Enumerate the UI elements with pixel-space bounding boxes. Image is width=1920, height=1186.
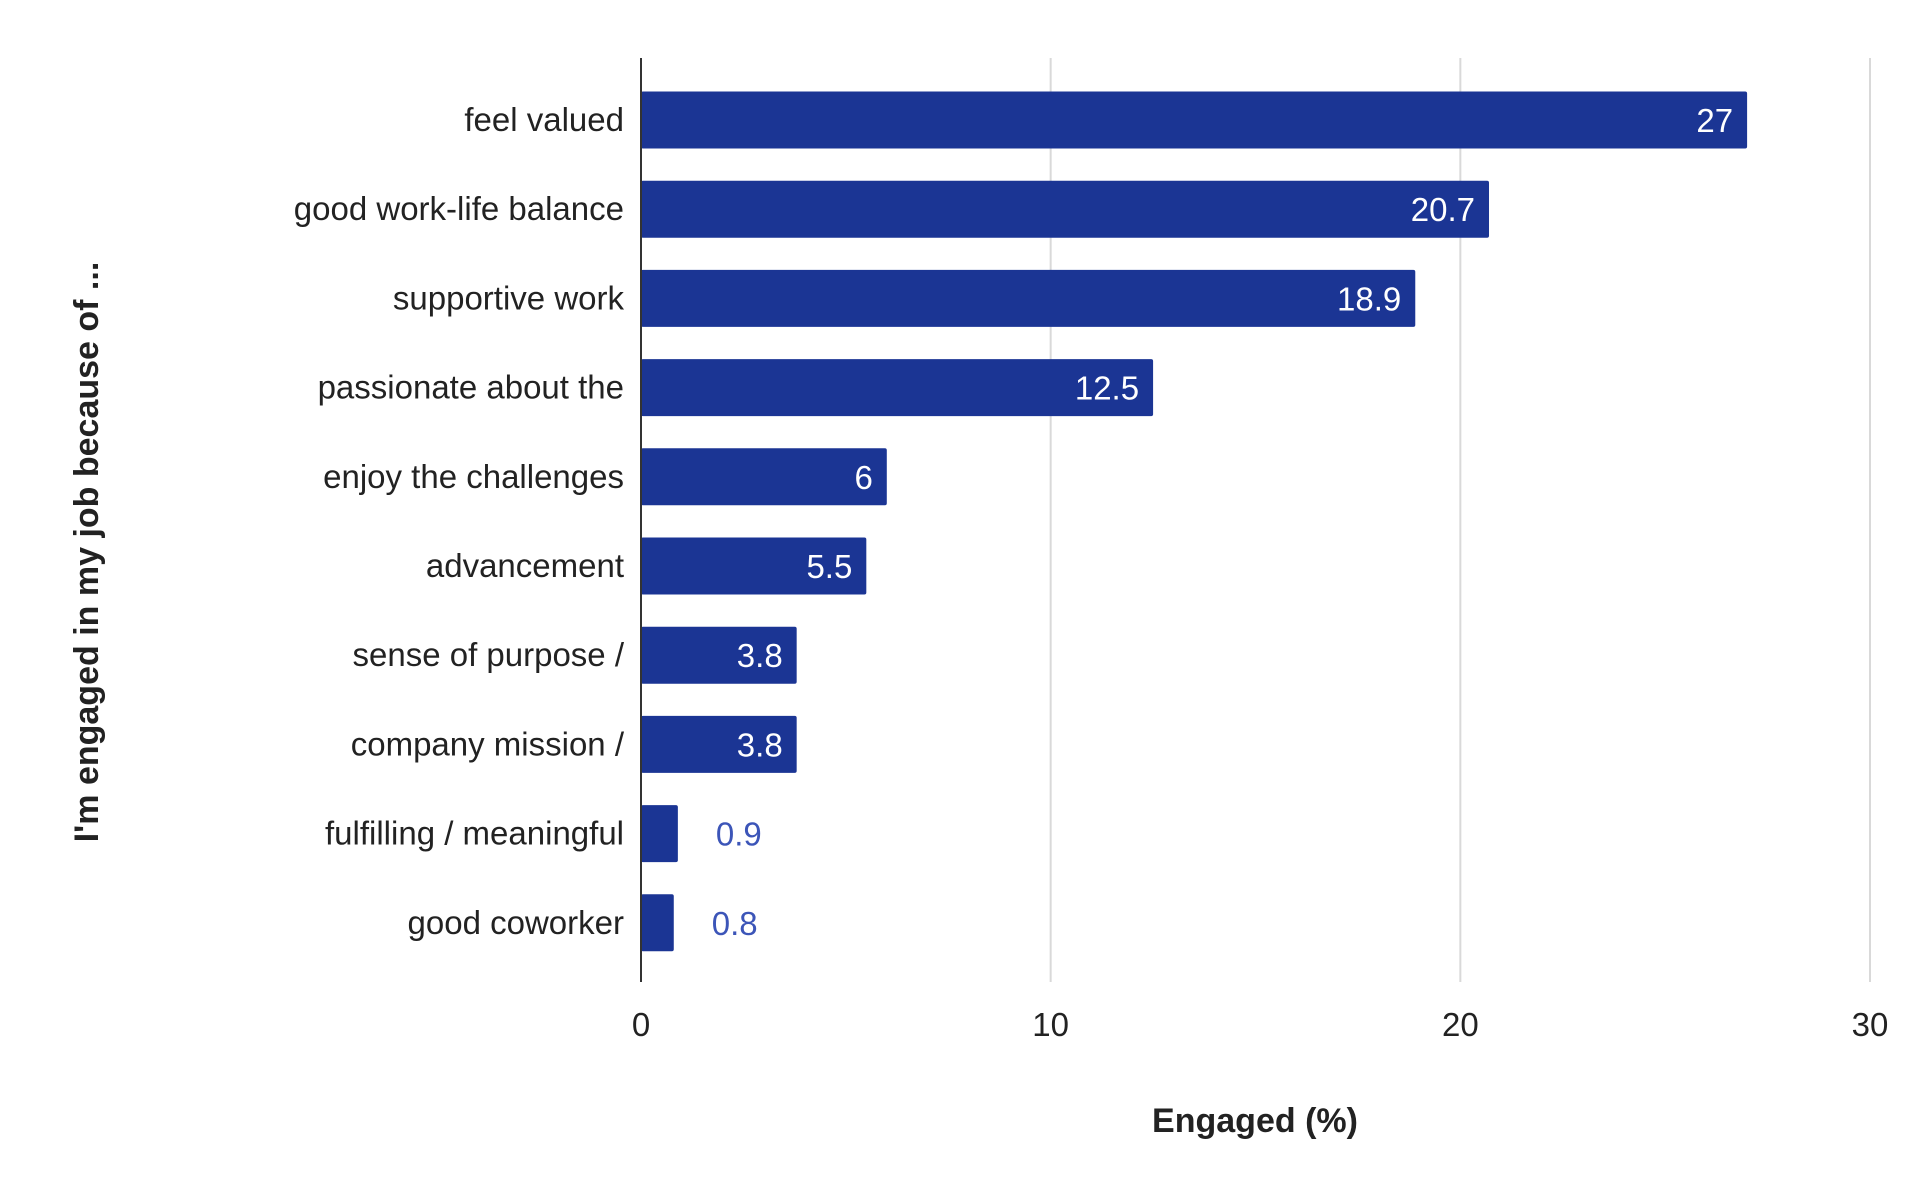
x-tick-label: 10	[1032, 1006, 1069, 1043]
data-label: 3.8	[737, 637, 783, 674]
category-label: sense of purpose /	[352, 636, 624, 673]
data-label: 6	[854, 459, 872, 496]
bar	[641, 359, 1154, 417]
category-label: supportive work	[393, 279, 625, 316]
bar	[641, 448, 887, 506]
bar	[641, 269, 1416, 327]
x-axis-title: Engaged (%)	[1152, 1102, 1358, 1140]
data-label: 5.5	[806, 548, 852, 585]
bar	[641, 180, 1490, 238]
category-label: company mission /	[351, 725, 625, 762]
data-label: 0.9	[716, 816, 762, 853]
bar	[641, 805, 678, 863]
bar	[641, 91, 1748, 149]
y-axis-title: I'm engaged in my job because of ...	[68, 262, 106, 843]
bar	[641, 626, 797, 684]
category-label: advancement	[426, 547, 624, 584]
data-label: 3.8	[737, 726, 783, 763]
category-label: feel valued	[464, 101, 624, 138]
data-label: 20.7	[1411, 191, 1475, 228]
bar	[641, 715, 797, 773]
bar	[641, 894, 674, 952]
category-label: fulfilling / meaningful	[325, 815, 624, 852]
x-tick-label: 30	[1852, 1006, 1889, 1043]
data-label: 18.9	[1337, 280, 1401, 317]
bar	[641, 537, 867, 595]
data-label: 0.8	[712, 905, 758, 942]
data-label: 27	[1696, 102, 1733, 139]
x-tick-label: 0	[632, 1006, 650, 1043]
category-label: passionate about the	[318, 369, 624, 406]
x-tick-label: 20	[1442, 1006, 1479, 1043]
category-label: good work-life balance	[294, 190, 624, 227]
data-label: 12.5	[1075, 370, 1139, 407]
category-label: enjoy the challenges	[323, 458, 624, 495]
category-label: good coworker	[408, 904, 624, 941]
